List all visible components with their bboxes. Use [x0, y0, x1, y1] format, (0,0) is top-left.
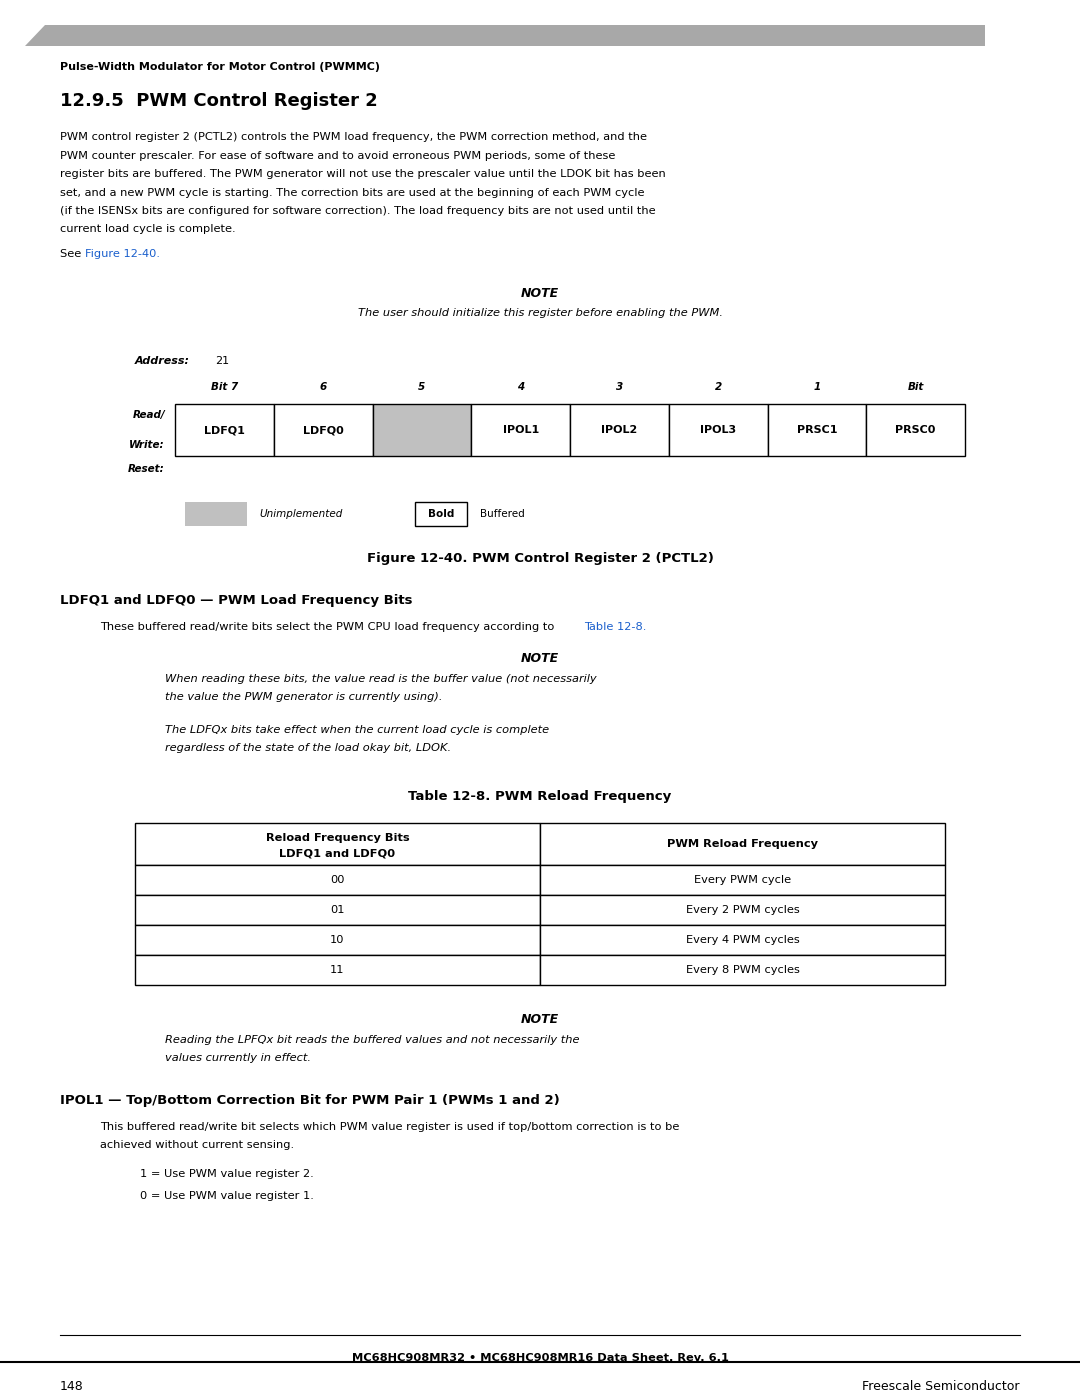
Bar	[175, 404, 273, 455]
Bar	[540, 956, 945, 985]
Text: PRSC0: PRSC0	[895, 425, 935, 434]
Bar	[135, 865, 540, 895]
Text: Read/: Read/	[133, 409, 165, 420]
Bar	[570, 404, 669, 455]
Bar	[866, 404, 966, 455]
Text: (if the ISENSx bits are configured for software correction). The load frequency : (if the ISENSx bits are configured for s…	[60, 205, 656, 217]
Text: Table 12-8. PWM Reload Frequency: Table 12-8. PWM Reload Frequency	[408, 789, 672, 803]
Bar	[669, 404, 768, 455]
Text: PWM counter prescaler. For ease of software and to avoid erroneous PWM periods, : PWM counter prescaler. For ease of softw…	[60, 151, 616, 161]
Text: IPOL2: IPOL2	[602, 425, 637, 434]
Text: 1 = Use PWM value register 2.: 1 = Use PWM value register 2.	[140, 1169, 314, 1179]
Text: Figure 12-40.: Figure 12-40.	[85, 249, 160, 258]
Text: PRSC1: PRSC1	[797, 425, 837, 434]
Polygon shape	[25, 25, 985, 46]
Text: Reading the LPFQx bit reads the buffered values and not necessarily the: Reading the LPFQx bit reads the buffered…	[165, 1035, 580, 1045]
Bar	[540, 925, 945, 956]
Text: NOTE: NOTE	[521, 652, 559, 665]
Text: Reload Frequency Bits: Reload Frequency Bits	[266, 833, 409, 842]
Bar	[135, 823, 540, 865]
Bar	[768, 404, 866, 455]
Text: LDFQ1 and LDFQ0: LDFQ1 and LDFQ0	[280, 848, 395, 858]
Bar	[135, 956, 540, 985]
Text: Every 8 PWM cycles: Every 8 PWM cycles	[686, 965, 799, 975]
Bar	[471, 404, 570, 455]
Text: IPOL3: IPOL3	[700, 425, 737, 434]
Text: Bold: Bold	[428, 509, 455, 520]
Text: values currently in effect.: values currently in effect.	[165, 1053, 311, 1063]
Text: LDFQ0: LDFQ0	[302, 425, 343, 434]
Bar	[185, 502, 247, 527]
Bar	[415, 502, 467, 527]
Text: current load cycle is complete.: current load cycle is complete.	[60, 225, 235, 235]
Text: 10: 10	[330, 935, 345, 944]
Text: LDFQ1 and LDFQ0 — PWM Load Frequency Bits: LDFQ1 and LDFQ0 — PWM Load Frequency Bit…	[60, 594, 413, 608]
Text: NOTE: NOTE	[521, 286, 559, 300]
Text: The LDFQx bits take effect when the current load cycle is complete: The LDFQx bits take effect when the curr…	[165, 725, 549, 735]
Text: 01: 01	[330, 905, 345, 915]
Text: See: See	[60, 249, 85, 258]
Text: 11: 11	[330, 965, 345, 975]
Text: Freescale Semiconductor: Freescale Semiconductor	[863, 1380, 1020, 1393]
Text: Bit: Bit	[907, 381, 923, 393]
Text: When reading these bits, the value read is the buffer value (not necessarily: When reading these bits, the value read …	[165, 673, 596, 685]
Text: LDFQ1: LDFQ1	[204, 425, 245, 434]
Bar	[273, 404, 373, 455]
Text: 3: 3	[616, 381, 623, 393]
Text: PWM Reload Frequency: PWM Reload Frequency	[667, 840, 818, 849]
Bar	[540, 895, 945, 925]
Text: 1: 1	[813, 381, 821, 393]
Text: Figure 12-40. PWM Control Register 2 (PCTL2): Figure 12-40. PWM Control Register 2 (PC…	[366, 552, 714, 564]
Bar	[373, 404, 471, 455]
Text: set, and a new PWM cycle is starting. The correction bits are used at the beginn: set, and a new PWM cycle is starting. Th…	[60, 187, 645, 197]
Text: 4: 4	[517, 381, 524, 393]
Text: The user should initialize this register before enabling the PWM.: The user should initialize this register…	[357, 307, 723, 319]
Text: Address:: Address:	[135, 356, 190, 366]
Text: This buffered read/write bit selects which PWM value register is used if top/bot: This buffered read/write bit selects whi…	[100, 1122, 679, 1132]
Text: 2: 2	[715, 381, 721, 393]
Text: Buffered: Buffered	[480, 509, 525, 520]
Bar	[540, 823, 945, 865]
Bar	[540, 865, 945, 895]
Text: 6: 6	[320, 381, 327, 393]
Text: 0 = Use PWM value register 1.: 0 = Use PWM value register 1.	[140, 1192, 314, 1201]
Text: IPOL1 — Top/Bottom Correction Bit for PWM Pair 1 (PWMs 1 and 2): IPOL1 — Top/Bottom Correction Bit for PW…	[60, 1094, 559, 1106]
Text: NOTE: NOTE	[521, 1013, 559, 1025]
Text: Unimplemented: Unimplemented	[259, 509, 342, 520]
Text: Reset:: Reset:	[129, 464, 165, 474]
Text: Every PWM cycle: Every PWM cycle	[694, 875, 791, 886]
Text: regardless of the state of the load okay bit, LDOK.: regardless of the state of the load okay…	[165, 743, 451, 753]
Text: Pulse-Width Modulator for Motor Control (PWMMC): Pulse-Width Modulator for Motor Control …	[60, 61, 380, 73]
Text: 00: 00	[330, 875, 345, 886]
Text: These buffered read/write bits select the PWM CPU load frequency according to: These buffered read/write bits select th…	[100, 622, 558, 631]
Text: Table 12-8.: Table 12-8.	[583, 622, 646, 631]
Bar	[135, 925, 540, 956]
Bar	[135, 895, 540, 925]
Text: 21: 21	[215, 356, 229, 366]
Text: 12.9.5  PWM Control Register 2: 12.9.5 PWM Control Register 2	[60, 92, 378, 110]
Text: MC68HC908MR32 • MC68HC908MR16 Data Sheet, Rev. 6.1: MC68HC908MR32 • MC68HC908MR16 Data Sheet…	[352, 1354, 728, 1363]
Text: the value the PWM generator is currently using).: the value the PWM generator is currently…	[165, 693, 443, 703]
Text: 148: 148	[60, 1380, 84, 1393]
Text: register bits are buffered. The PWM generator will not use the prescaler value u: register bits are buffered. The PWM gene…	[60, 169, 665, 179]
Text: 5: 5	[418, 381, 426, 393]
Text: Bit 7: Bit 7	[211, 381, 238, 393]
Text: Every 4 PWM cycles: Every 4 PWM cycles	[686, 935, 799, 944]
Text: IPOL1: IPOL1	[502, 425, 539, 434]
Text: Write:: Write:	[130, 440, 165, 450]
Text: achieved without current sensing.: achieved without current sensing.	[100, 1140, 294, 1151]
Text: Every 2 PWM cycles: Every 2 PWM cycles	[686, 905, 799, 915]
Text: PWM control register 2 (PCTL2) controls the PWM load frequency, the PWM correcti: PWM control register 2 (PCTL2) controls …	[60, 131, 647, 142]
